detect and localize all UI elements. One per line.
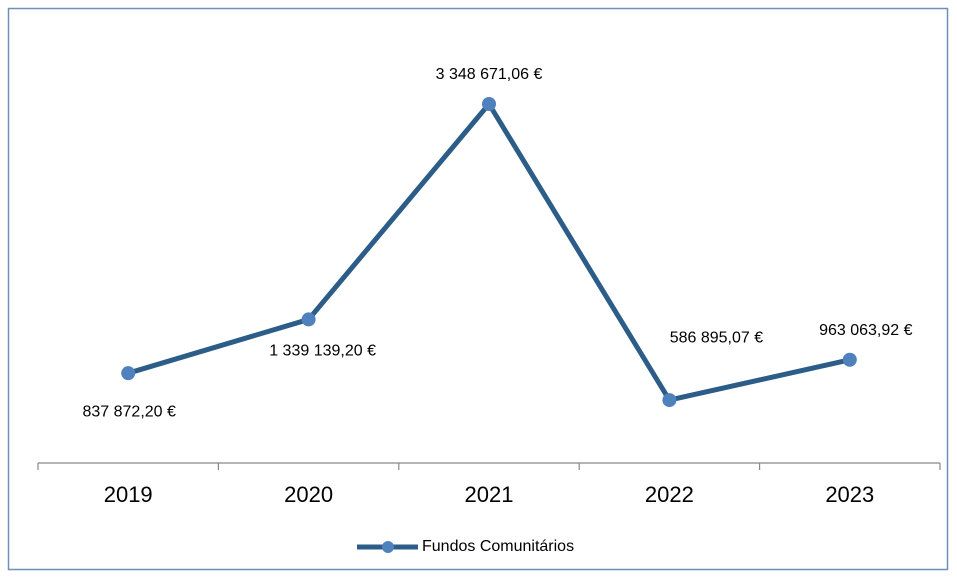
x-tick-label: 2020 <box>284 482 333 507</box>
data-label: 837 872,20 € <box>82 403 176 420</box>
legend-marker <box>382 541 394 553</box>
x-tick-label: 2021 <box>465 482 514 507</box>
data-label: 3 348 671,06 € <box>436 66 543 83</box>
x-tick-label: 2022 <box>645 482 694 507</box>
data-point <box>842 352 857 367</box>
legend-label: Fundos Comunitários <box>422 538 574 555</box>
x-tick-label: 2019 <box>104 482 153 507</box>
data-point <box>121 366 136 381</box>
data-label: 963 063,92 € <box>819 322 913 339</box>
data-point <box>662 393 677 408</box>
x-tick-label: 2023 <box>825 482 874 507</box>
data-label: 1 339 139,20 € <box>269 343 376 360</box>
data-point <box>301 312 316 327</box>
chart-border <box>7 7 949 571</box>
data-point <box>482 97 496 111</box>
data-label: 586 895,07 € <box>670 329 764 346</box>
